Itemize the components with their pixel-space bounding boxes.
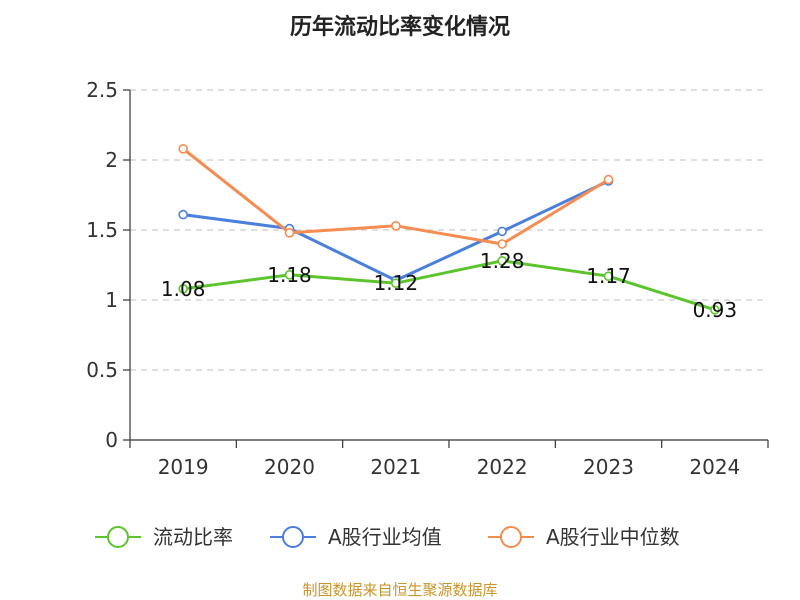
x-tick-label: 2019 — [158, 455, 209, 479]
data-point — [497, 239, 507, 249]
y-tick-label: 1 — [105, 288, 118, 312]
source-note: 制图数据来自恒生聚源数据库 — [302, 581, 497, 599]
data-point — [603, 174, 614, 185]
axes: 0 0.5 1 1.5 2 2.5 2019 2020 2021 2022 2023 2024 — [86, 78, 769, 479]
legend-marker — [282, 526, 304, 548]
data-labels: 1.08 1.18 1.12 1.28 1.17 0.93 — [161, 249, 737, 322]
data-point — [603, 271, 614, 282]
data-point — [710, 304, 720, 315]
data-point — [391, 278, 401, 289]
data-label: 1.08 — [161, 277, 206, 301]
x-tick-label: 2023 — [583, 455, 634, 479]
x-tick-label: 2022 — [477, 455, 528, 479]
y-tick-label: 2.5 — [86, 78, 118, 102]
legend-label: A股行业均值 — [328, 525, 442, 549]
grid-lines — [130, 89, 768, 371]
data-label: 0.93 — [693, 298, 738, 322]
data-label: 1.12 — [374, 271, 419, 295]
data-point — [284, 269, 295, 280]
y-tick-label: 2 — [105, 148, 118, 172]
data-point — [178, 209, 188, 220]
data-point — [178, 283, 188, 294]
legend: 流动比率 A股行业均值 A股行业中位数 — [95, 525, 680, 549]
data-point — [284, 228, 295, 238]
data-point — [497, 226, 507, 237]
data-point — [391, 221, 401, 231]
data-label: 1.17 — [586, 264, 631, 288]
data-point — [497, 255, 507, 266]
chart-title: 历年流动比率变化情况 — [290, 14, 510, 40]
y-tick-label: 1.5 — [86, 218, 118, 242]
y-tick-label: 0.5 — [86, 358, 118, 382]
data-label: 1.18 — [267, 263, 312, 287]
x-tick-label: 2024 — [689, 455, 740, 479]
x-tick-label: 2020 — [264, 455, 315, 479]
x-tick-label: 2021 — [370, 455, 421, 479]
legend-label: 流动比率 — [153, 525, 233, 549]
series-line — [182, 259, 716, 312]
data-label: 1.28 — [480, 249, 525, 273]
data-point — [178, 144, 188, 154]
legend-marker — [500, 526, 522, 548]
y-tick-label: 0 — [105, 428, 118, 452]
legend-label: A股行业中位数 — [546, 525, 680, 549]
series-lines — [178, 144, 720, 315]
legend-marker — [107, 526, 129, 548]
